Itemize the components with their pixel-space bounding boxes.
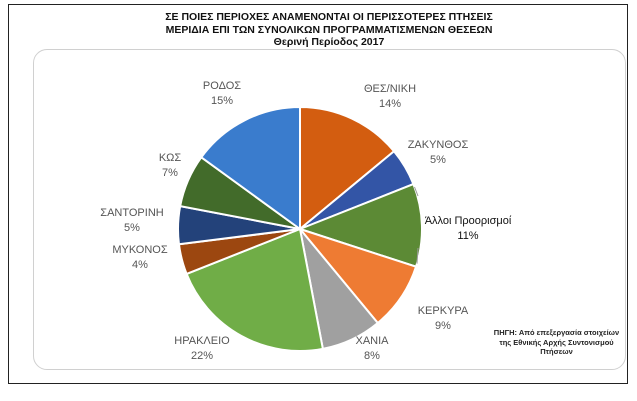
pie-slice-θες-νικη [299,105,396,232]
slice-value-θες-νικη: 14% [379,98,401,110]
slice-value-χανια: 8% [364,350,380,362]
slice-value-ροδος: 15% [211,95,233,107]
slice-value-κερκυρα: 9% [435,320,451,332]
slice-value-ηρακλειο: 22% [191,350,213,362]
slice-label-κερκυρα: ΚΕΡΚΥΡΑ [418,305,469,317]
slice-value-κως: 7% [162,167,178,179]
slice-label-χανια: ΧΑΝΙΑ [355,335,389,347]
slice-label-ροδος: ΡΟΔΟΣ [203,80,241,92]
slice-label-μυκονος: ΜΥΚΟΝΟΣ [112,244,168,256]
leader-line [416,247,419,264]
plot-area [33,49,626,370]
slice-value-άλλοι-προορισμοί: 11% [457,230,478,242]
pie-slice-ηρακλειο [185,227,325,352]
slice-value-μυκονος: 4% [132,259,148,271]
source-line-1: ΠΗΓΗ: Από επεξεργασία στοιχείων [493,328,620,337]
slice-value-σαντορινη: 5% [124,222,140,234]
pie-slice-άλλοι-προορισμοί [297,182,423,268]
title-line-1: ΣΕ ΠΟΙΕΣ ΠΕΡΙΟΧΕΣ ΑΝΑΜΕΝΟΝΤΑΙ ΟΙ ΠΕΡΙΣΣΟ… [165,11,493,23]
title-line-3: Θερινή Περίοδος 2017 [273,36,385,48]
pie-slice-ροδος [199,105,301,231]
leader-line [414,186,419,197]
source-note: ΠΗΓΗ: Από επεξεργασία στοιχείων της Εθνι… [484,328,629,357]
source-line-2: της Εθνικής Αρχής Συντονισμού [499,337,614,347]
chart-title: ΣΕ ΠΟΙΕΣ ΠΕΡΙΟΧΕΣ ΑΝΑΜΕΝΟΝΤΑΙ ΟΙ ΠΕΡΙΣΣΟ… [69,11,589,49]
slice-label-ζακυνθος: ΖΑΚΥΝΘΟΣ [408,139,469,151]
title-line-2: ΜΕΡΙΔΙΑ ΕΠΙ ΤΩΝ ΣΥΝΟΛΙΚΩΝ ΠΡΟΓΡΑΜΜΑΤΙΣΜΕ… [165,23,493,36]
slice-label-θες-νικη: ΘΕΣ/ΝΙΚΗ [364,83,416,95]
slice-label-άλλοι-προορισμοί: Άλλοι Προορισμοί [425,215,512,227]
source-line-3: Πτήσεων [540,347,573,356]
slice-value-ζακυνθος: 5% [430,154,446,166]
slice-label-ηρακλειο: ΗΡΑΚΛΕΙΟ [174,335,230,347]
slice-label-σαντορινη: ΣΑΝΤΟΡΙΝΗ [100,207,163,219]
slice-label-κως: ΚΩΣ [159,152,182,164]
